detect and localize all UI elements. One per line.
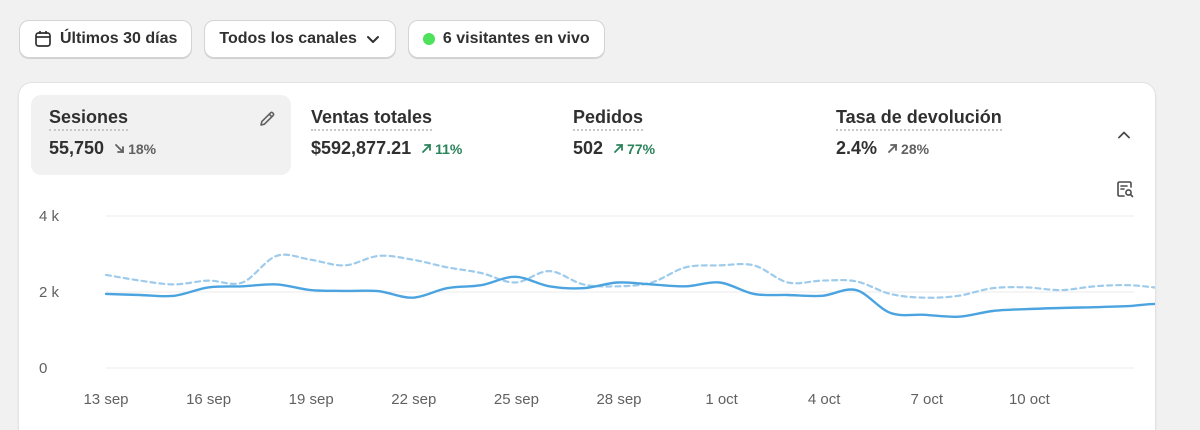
x-tick-label: 16 sep bbox=[186, 391, 231, 408]
metric-delta-value: 11% bbox=[435, 140, 463, 157]
sessions-line-chart: 4 k 2 k 0 13 sep 16 sep 19 sep 22 sep 25 sep 28 … bbox=[39, 208, 1155, 408]
pencil-icon[interactable] bbox=[257, 109, 277, 134]
x-tick-label: 28 sep bbox=[596, 391, 641, 408]
live-indicator-dot bbox=[422, 33, 435, 45]
x-tick-label: 25 sep bbox=[494, 391, 539, 408]
channels-dropdown[interactable]: Todos los canales bbox=[204, 20, 396, 58]
series-current-line bbox=[104, 275, 1155, 319]
calendar-icon bbox=[34, 30, 52, 48]
x-tick-label: 1 oct bbox=[705, 391, 738, 408]
metric-delta: 28% bbox=[887, 141, 929, 157]
x-tick-label: 10 oct bbox=[1009, 391, 1051, 408]
series-previous-line bbox=[104, 253, 1155, 299]
analytics-card: Sesiones 55,750 18% Ventas totales $592,… bbox=[18, 82, 1156, 430]
metric-orders[interactable]: Pedidos 502 77% bbox=[555, 95, 805, 175]
x-tick-label: 13 sep bbox=[83, 391, 128, 408]
arrow-up-right-icon bbox=[421, 141, 432, 157]
date-range-button[interactable]: Últimos 30 días bbox=[19, 20, 193, 58]
x-tick-label: 19 sep bbox=[289, 391, 334, 408]
y-tick-label: 0 bbox=[39, 360, 47, 377]
channels-label: Todos los canales bbox=[219, 30, 357, 47]
metric-delta: 77% bbox=[613, 141, 655, 157]
metric-title: Ventas totales bbox=[311, 107, 433, 131]
metric-delta-value: 18% bbox=[128, 140, 157, 157]
live-visitors-label: 6 visitantes en vivo bbox=[442, 30, 590, 47]
date-range-label: Últimos 30 días bbox=[60, 30, 178, 47]
metric-value: 2.4% bbox=[836, 138, 878, 158]
arrow-up-right-icon bbox=[887, 141, 898, 157]
metric-value: $592,877.21 bbox=[311, 138, 412, 158]
metric-title: Sesiones bbox=[49, 107, 129, 131]
y-tick-label: 2 k bbox=[39, 284, 60, 301]
metric-value: 502 bbox=[573, 138, 604, 158]
chevron-down-icon bbox=[365, 31, 381, 47]
metric-delta: 18% bbox=[114, 141, 156, 157]
metric-title: Pedidos bbox=[573, 107, 644, 131]
metric-delta-value: 77% bbox=[627, 140, 656, 157]
chevron-up-icon[interactable] bbox=[1116, 127, 1132, 148]
filter-toolbar: Últimos 30 días Todos los canales 6 visi… bbox=[19, 20, 605, 58]
x-tick-label: 4 oct bbox=[808, 391, 841, 408]
arrow-up-right-icon bbox=[613, 141, 624, 157]
metric-title: Tasa de devolución bbox=[836, 107, 1002, 131]
metric-value: 55,750 bbox=[49, 138, 105, 158]
inspect-chart-icon[interactable] bbox=[1115, 179, 1135, 204]
metric-total-sales[interactable]: Ventas totales $592,877.21 11% bbox=[293, 95, 543, 175]
metric-delta: 11% bbox=[421, 141, 462, 157]
x-tick-label: 7 oct bbox=[911, 391, 944, 408]
metric-sessions[interactable]: Sesiones 55,750 18% bbox=[31, 95, 291, 175]
metric-delta-value: 28% bbox=[901, 140, 930, 157]
arrow-down-right-icon bbox=[114, 141, 125, 157]
metric-return-rate[interactable]: Tasa de devolución 2.4% 28% bbox=[818, 95, 1078, 175]
live-visitors-button[interactable]: 6 visitantes en vivo bbox=[407, 20, 605, 58]
y-tick-label: 4 k bbox=[39, 208, 60, 225]
x-tick-label: 22 sep bbox=[391, 391, 436, 408]
